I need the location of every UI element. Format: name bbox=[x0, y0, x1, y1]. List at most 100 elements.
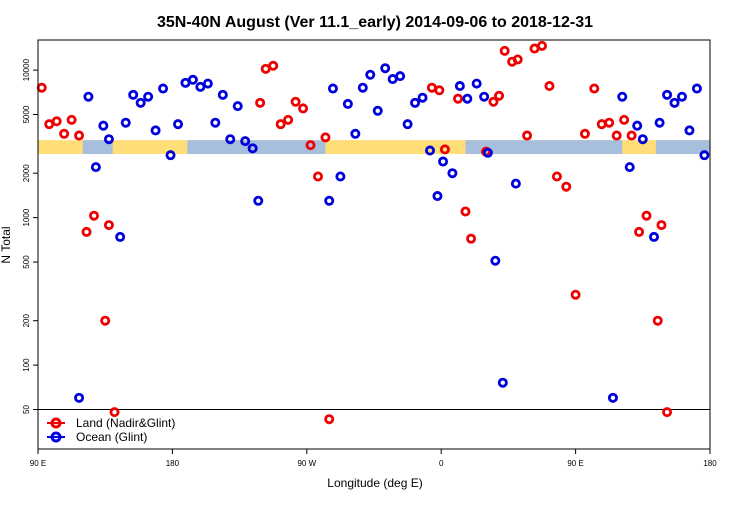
ocean-point bbox=[691, 83, 702, 94]
y-tick-label: 500 bbox=[22, 255, 31, 269]
legend-ocean-label: Ocean (Glint) bbox=[76, 430, 147, 444]
ocean-point bbox=[143, 91, 154, 102]
legend: Land (Nadir&Glint) Ocean (Glint) bbox=[47, 416, 175, 444]
ocean-point bbox=[424, 145, 435, 156]
land-point bbox=[36, 82, 47, 93]
chart-title: 35N-40N August (Ver 11.1_early) 2014-09-… bbox=[157, 14, 593, 31]
ocean-point bbox=[165, 150, 176, 161]
ocean-point bbox=[380, 63, 391, 74]
ocean-point bbox=[617, 91, 628, 102]
ocean-point bbox=[365, 69, 376, 80]
land-point bbox=[522, 130, 533, 141]
land-point bbox=[652, 315, 663, 326]
land-point bbox=[268, 60, 279, 71]
y-tick-label: 50 bbox=[22, 405, 31, 414]
y-tick-label: 100 bbox=[22, 358, 31, 372]
ocean-point bbox=[103, 134, 114, 145]
land-point bbox=[626, 130, 637, 141]
land-point bbox=[604, 117, 615, 128]
land-point bbox=[662, 407, 673, 418]
ocean-point bbox=[195, 81, 206, 92]
land-series bbox=[36, 40, 673, 425]
ocean-point bbox=[240, 136, 251, 147]
land-point bbox=[641, 210, 652, 221]
ocean-point bbox=[98, 120, 109, 131]
land-point bbox=[561, 181, 572, 192]
land-point bbox=[290, 96, 301, 107]
land-point bbox=[579, 128, 590, 139]
land-point bbox=[537, 40, 548, 51]
land-point bbox=[494, 90, 505, 101]
ocean-point bbox=[225, 134, 236, 145]
y-tick-label: 2000 bbox=[22, 164, 31, 182]
ocean-point bbox=[357, 82, 368, 93]
ocean-point bbox=[395, 71, 406, 82]
ocean-point bbox=[135, 97, 146, 108]
ocean-series bbox=[74, 63, 710, 403]
ocean-point bbox=[210, 117, 221, 128]
land-point bbox=[589, 83, 600, 94]
ocean-point bbox=[669, 97, 680, 108]
ocean-point bbox=[649, 231, 660, 242]
land-point bbox=[488, 96, 499, 107]
legend-land-label: Land (Nadir&Glint) bbox=[76, 416, 175, 430]
ocean-point bbox=[202, 78, 213, 89]
ocean-point bbox=[632, 120, 643, 131]
land-point bbox=[619, 114, 630, 125]
ocean-point bbox=[372, 105, 383, 116]
land-point bbox=[551, 171, 562, 182]
land-point bbox=[320, 132, 331, 143]
land-point bbox=[100, 315, 111, 326]
ocean-point bbox=[74, 392, 85, 403]
land-point bbox=[544, 81, 555, 92]
y-axis-label: N Total bbox=[0, 226, 13, 263]
land-point bbox=[634, 226, 645, 237]
land-point bbox=[596, 119, 607, 130]
ocean-point bbox=[432, 191, 443, 202]
y-tick-label: 200 bbox=[22, 313, 31, 327]
ocean-point bbox=[510, 178, 521, 189]
x-tick-label: 90 W bbox=[297, 459, 316, 468]
land-point bbox=[81, 226, 92, 237]
y-tick-label: 5000 bbox=[22, 105, 31, 123]
ocean-point bbox=[247, 143, 258, 154]
ticks: 50 100 200 500 1000 2000 5000 10000 90 E 180 90 W 0… bbox=[22, 58, 717, 468]
band-ocean-segment bbox=[655, 140, 710, 154]
land-point bbox=[51, 116, 62, 127]
ocean-point bbox=[90, 162, 101, 173]
land-point bbox=[466, 233, 477, 244]
data-points bbox=[36, 40, 710, 425]
ocean-point bbox=[654, 117, 665, 128]
land-point bbox=[324, 414, 335, 425]
ocean-point bbox=[217, 89, 228, 100]
ocean-point bbox=[677, 91, 688, 102]
x-tick-label: 0 bbox=[439, 459, 444, 468]
coverage-band bbox=[38, 140, 710, 154]
land-point bbox=[656, 220, 667, 231]
ocean-point bbox=[607, 392, 618, 403]
land-point bbox=[434, 85, 445, 96]
ocean-point bbox=[699, 150, 710, 161]
ocean-point bbox=[684, 125, 695, 136]
ocean-point bbox=[327, 83, 338, 94]
band-ocean-segment bbox=[82, 140, 113, 154]
ocean-point bbox=[172, 119, 183, 130]
ocean-point bbox=[187, 74, 198, 85]
ocean-point bbox=[402, 119, 413, 130]
land-point bbox=[74, 130, 85, 141]
land-point bbox=[439, 144, 450, 155]
ocean-point bbox=[83, 91, 94, 102]
land-point bbox=[452, 93, 463, 104]
ocean-point bbox=[479, 91, 490, 102]
y-tick-label: 1000 bbox=[22, 208, 31, 226]
land-point bbox=[89, 210, 100, 221]
land-point bbox=[305, 140, 316, 151]
ocean-point bbox=[462, 93, 473, 104]
ocean-point bbox=[115, 231, 126, 242]
ocean-point bbox=[335, 171, 346, 182]
ocean-point bbox=[482, 147, 493, 158]
land-point bbox=[460, 206, 471, 217]
x-tick-label: 180 bbox=[166, 459, 180, 468]
